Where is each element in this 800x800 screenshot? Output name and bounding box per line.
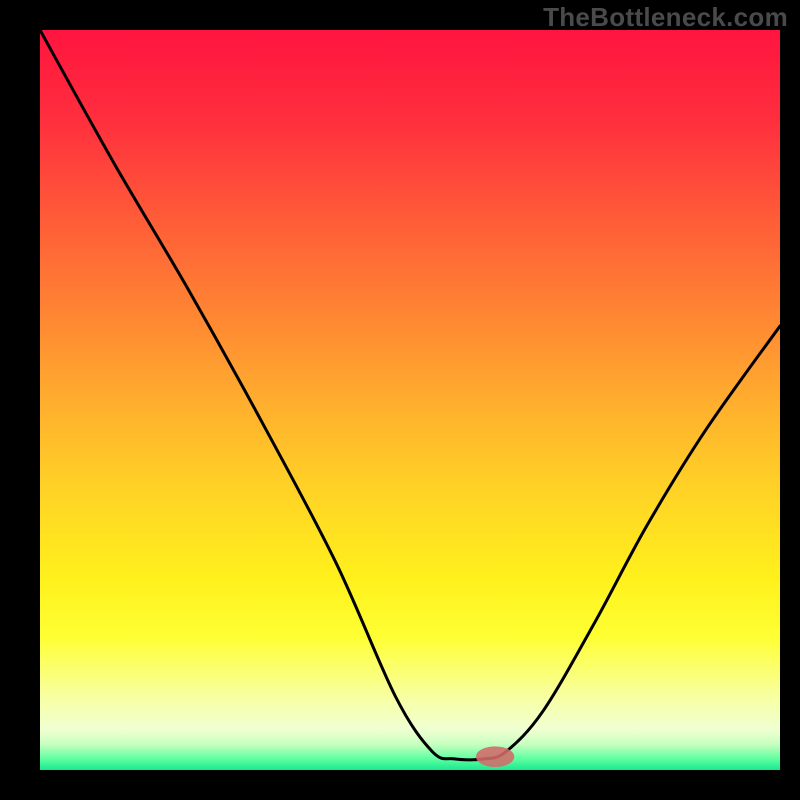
bottleneck-curve-chart [40,30,780,770]
chart-frame: TheBottleneck.com [0,0,800,800]
minimum-marker [476,746,514,767]
chart-background [40,30,780,770]
chart-svg [40,30,780,770]
watermark-text: TheBottleneck.com [543,2,788,33]
